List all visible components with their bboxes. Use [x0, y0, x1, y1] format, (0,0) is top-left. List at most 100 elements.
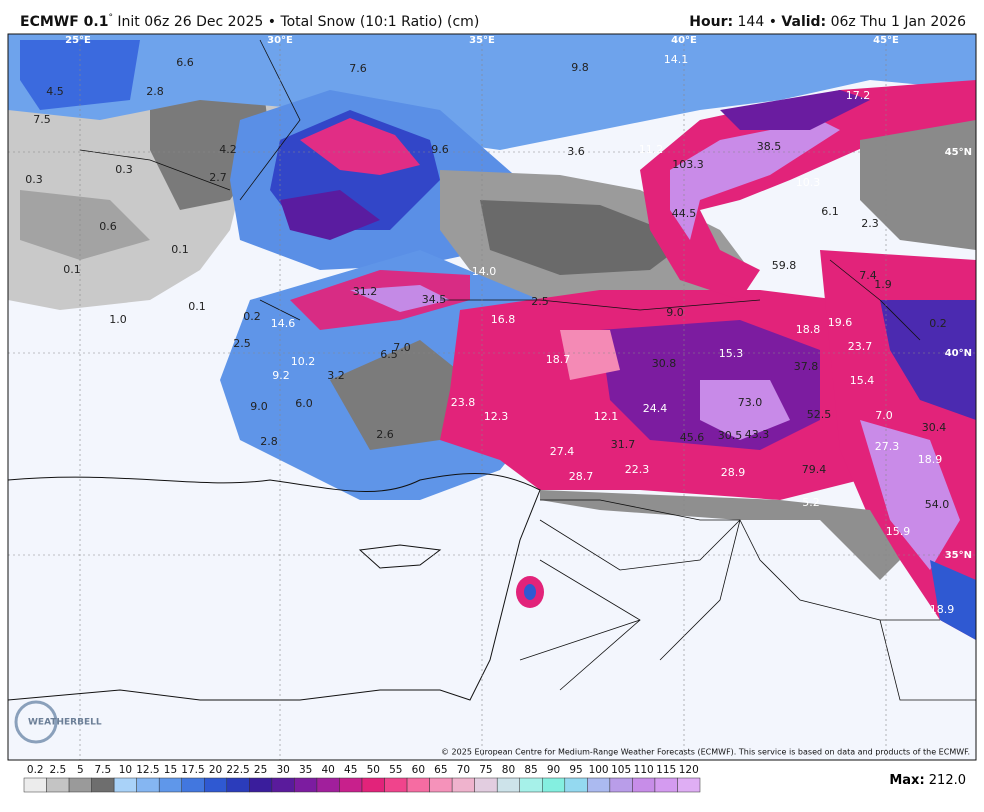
snow-total: 15.9: [886, 525, 911, 538]
snow-total: 9.6: [431, 143, 449, 156]
legend-swatch: [654, 777, 678, 793]
snow-total: 12.3: [484, 410, 509, 423]
grid-label: 45°E: [873, 35, 899, 46]
grid-label: 35°E: [469, 35, 495, 46]
snow-total: 18.9: [918, 453, 943, 466]
snow-grey: [540, 490, 900, 580]
snow-total: 19.6: [828, 316, 853, 329]
snow-total: 45.6: [680, 431, 705, 444]
snow-total: 4.2: [219, 143, 237, 156]
legend-swatch: [496, 777, 520, 793]
snow-total: 38.5: [757, 140, 782, 153]
legend-tick: 17.5: [181, 764, 204, 776]
snow-blue: [524, 584, 536, 600]
legend-tick: 105: [611, 764, 631, 776]
legend-tick: 60: [412, 764, 425, 776]
snow-lavender: [860, 420, 960, 570]
snow-total: 22.3: [625, 463, 650, 476]
legend-tick: 115: [656, 764, 676, 776]
hour-label: Hour:: [689, 14, 733, 30]
snow-total: 18.7: [546, 353, 571, 366]
legend-swatch: [204, 777, 228, 793]
legend-swatch: [587, 777, 611, 793]
snow-total: 3.6: [567, 145, 585, 158]
legend-swatch: [158, 777, 182, 793]
snow-purple: [880, 300, 976, 420]
snow-purple: [720, 90, 870, 130]
snow-blue: [8, 34, 976, 150]
logo: WEATHERBELL: [28, 718, 102, 728]
max-label: Max:: [889, 773, 924, 788]
legend-tick: 95: [569, 764, 582, 776]
legend-swatch: [339, 777, 363, 793]
snow-total: 23.7: [848, 340, 873, 353]
map-labels: 25°E 30°E 35°E 40°E 45°E 45°N 40°N 35°N 14.1 9.8 1…: [25, 35, 972, 616]
snow-total: 16.8: [491, 313, 516, 326]
legend-tick: 85: [524, 764, 537, 776]
grid-label: 35°N: [945, 550, 972, 561]
legend-tick: 80: [502, 764, 515, 776]
legend-swatch: [46, 777, 70, 793]
snow-total: 79.4: [802, 463, 827, 476]
snow-total: 9.0: [250, 400, 268, 413]
snow-total: 14.1: [664, 53, 689, 66]
cyprus: [358, 544, 442, 569]
legend-swatch: [249, 777, 273, 793]
snow-total: 2.8: [146, 85, 164, 98]
snow-total: 44.5: [672, 207, 697, 220]
legend: 0.2 2.5 5 7.5 10 12.5 15 17.5 20 22.5 25 30 35 40 45 50…: [23, 764, 701, 793]
snow-lavender: [670, 120, 840, 240]
snow-total: 7.0: [393, 341, 411, 354]
graticule: [8, 34, 976, 760]
legend-swatch: [113, 777, 137, 793]
legend-swatch: [609, 777, 633, 793]
legend-tick: 10: [119, 764, 132, 776]
grid-label: 40°N: [945, 348, 972, 359]
snow-total: 9.2: [272, 369, 290, 382]
snow-total: 30.4: [922, 421, 947, 434]
legend-swatch: [91, 777, 115, 793]
degree: °: [108, 13, 113, 23]
snow-total: 7.5: [33, 113, 51, 126]
legend-tick: 120: [679, 764, 699, 776]
legend-tick: 30: [276, 764, 289, 776]
snow-total: 0.1: [171, 243, 189, 256]
legend-swatch: [226, 777, 250, 793]
legend-tick: 100: [589, 764, 609, 776]
snow-total: 0.1: [188, 300, 206, 313]
snow-total: 30.5: [718, 429, 743, 442]
legend-tick: 22.5: [226, 764, 249, 776]
snow-total: 43.3: [745, 428, 770, 441]
model: ECMWF 0.1: [20, 14, 108, 30]
max-value: 212.0: [925, 773, 966, 788]
legend-swatch: [451, 777, 475, 793]
border: [519, 499, 976, 701]
legend-swatch: [632, 777, 656, 793]
legend-swatch: [68, 777, 92, 793]
snow-total: 7.4: [859, 269, 877, 282]
legend-tick: 90: [547, 764, 560, 776]
snow-total: 24.4: [643, 402, 668, 415]
snow-total: 0.2: [243, 310, 261, 323]
snow-total: 2.5: [233, 337, 251, 350]
snow-total: 37.8: [794, 360, 819, 373]
snow-total: 7.6: [349, 62, 367, 75]
snow-total: 6.5: [380, 348, 398, 361]
snow-total: 17.2: [846, 89, 871, 102]
legend-swatch: [23, 777, 47, 793]
caspian-snow: [860, 120, 976, 250]
snow-lavender: [350, 285, 450, 312]
grid-label: 40°E: [671, 35, 697, 46]
snow-total: 1.9: [874, 278, 892, 291]
legend-swatch: [474, 777, 498, 793]
legend-swatch: [361, 777, 385, 793]
legend-tick: 12.5: [136, 764, 159, 776]
snow-grey: [20, 190, 150, 260]
snow-total: 2.7: [209, 171, 227, 184]
legend-swatch: [181, 777, 205, 793]
hour-value: 144 •: [733, 14, 781, 30]
snow-total: 28.9: [721, 466, 746, 479]
legend-swatch: [136, 777, 160, 793]
legend-swatch: [384, 777, 408, 793]
snow-total: 12.1: [594, 410, 619, 423]
